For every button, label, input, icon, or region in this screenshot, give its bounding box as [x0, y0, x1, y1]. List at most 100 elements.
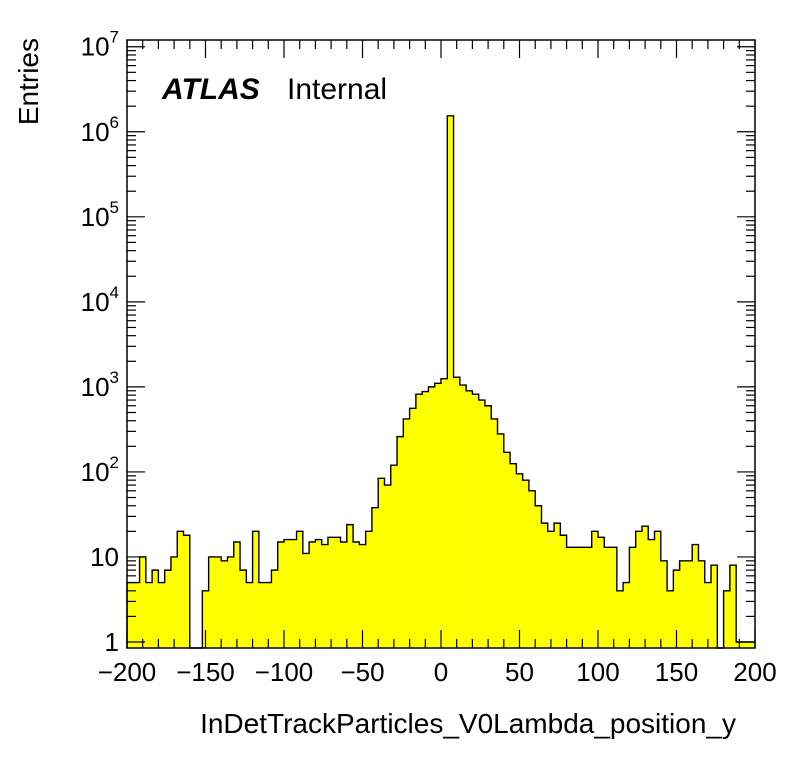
histogram-bar — [484, 405, 492, 648]
x-tick-label: 50 — [505, 657, 534, 687]
histogram-bar — [585, 547, 593, 648]
histogram-bar — [560, 535, 567, 648]
histogram-bar — [604, 547, 611, 648]
x-tick-label: 0 — [434, 657, 448, 687]
histogram-bar — [277, 541, 285, 648]
y-tick-label: 106 — [81, 113, 119, 147]
histogram-bar — [641, 526, 649, 648]
y-axis-title: Entries — [13, 38, 44, 125]
histogram-bar — [510, 463, 517, 648]
histogram-bar — [334, 537, 341, 648]
histogram-bar — [214, 556, 222, 648]
y-tick-label: 103 — [81, 368, 119, 402]
histogram-bar — [660, 560, 668, 648]
y-tick-label: 1 — [105, 627, 119, 657]
histogram-bar — [152, 570, 159, 648]
histogram-bar — [610, 547, 618, 648]
x-tick-label: 200 — [733, 657, 776, 687]
histogram-bar — [466, 390, 473, 648]
histogram-bar — [547, 531, 555, 648]
histogram-bar — [183, 535, 191, 648]
histogram-bar — [346, 524, 354, 648]
histogram-bar — [673, 570, 680, 648]
y-tick-label: 10 — [90, 542, 119, 572]
histogram-bar — [302, 553, 310, 648]
histogram-bar — [541, 523, 549, 648]
histogram-bar — [170, 556, 178, 648]
histogram-bar — [202, 590, 209, 648]
histogram-bar — [409, 408, 417, 648]
histogram-bar — [528, 490, 536, 648]
histogram-bar — [654, 531, 662, 648]
histogram-bar — [648, 539, 655, 648]
histogram-bar — [729, 565, 737, 648]
histogram-bar — [516, 473, 523, 648]
histogram-bar — [240, 570, 247, 648]
histogram-bar — [252, 531, 260, 648]
histogram-bar — [478, 400, 486, 648]
histogram-bar — [271, 570, 279, 648]
histogram-bar — [629, 547, 636, 648]
x-tick-label: −150 — [176, 657, 235, 687]
histogram-bar — [566, 547, 574, 648]
histogram-bar — [321, 544, 329, 648]
x-tick-label: −100 — [255, 657, 314, 687]
histogram-bar — [623, 582, 630, 648]
histogram-bar — [692, 544, 699, 648]
histogram-bar — [635, 531, 643, 648]
histogram-bar — [265, 582, 272, 648]
histogram-bar — [246, 582, 253, 648]
histogram-bar — [145, 582, 153, 648]
histogram-bar — [296, 531, 304, 648]
histogram-bar — [447, 115, 454, 648]
histogram-bar — [353, 541, 360, 648]
histogram-bar — [434, 383, 442, 648]
histogram-bar — [428, 386, 436, 648]
atlas-label: ATLAS — [161, 73, 260, 106]
histogram-bar — [359, 544, 366, 648]
histogram-bar — [497, 433, 505, 648]
histogram-bar — [139, 556, 147, 648]
histogram-bar — [371, 507, 379, 648]
histogram-bar — [711, 565, 718, 648]
histogram-bar — [667, 590, 674, 648]
x-axis-title: InDetTrackParticles_V0Lambda_position_y — [200, 708, 736, 739]
y-tick-label: 102 — [81, 453, 119, 487]
histogram-bar — [233, 541, 241, 648]
histogram-bar — [133, 582, 140, 648]
histogram-bar — [158, 582, 165, 648]
internal-label: Internal — [287, 73, 387, 106]
histogram-bar — [221, 560, 228, 648]
histogram-bar — [340, 541, 348, 648]
histogram-bar — [698, 560, 706, 648]
histogram-bar — [290, 539, 297, 648]
histogram-bar — [742, 642, 750, 648]
histogram-bar — [704, 582, 712, 648]
histogram-bar — [284, 539, 291, 648]
histogram-bar — [384, 485, 392, 648]
histogram-bar — [315, 539, 322, 648]
histogram-bars — [127, 115, 756, 648]
histogram-bar — [685, 560, 693, 648]
histogram-bar — [422, 391, 429, 648]
histogram-bar — [390, 465, 398, 648]
x-tick-label: 100 — [576, 657, 619, 687]
histogram-bar — [598, 537, 605, 648]
histogram-bar — [572, 547, 580, 648]
histogram-bar — [177, 531, 184, 648]
histogram-bar — [616, 590, 624, 648]
histogram-bar — [378, 478, 385, 648]
histogram-bar — [503, 452, 511, 648]
histogram-bar — [309, 541, 316, 648]
histogram-bar — [679, 560, 687, 648]
histogram-bar — [748, 642, 756, 648]
histogram-bar — [127, 582, 134, 648]
x-tick-label: −200 — [98, 657, 157, 687]
histogram-bar — [208, 556, 216, 648]
histogram-bar — [459, 385, 467, 648]
histogram-bar — [164, 570, 172, 648]
histogram-bar — [397, 436, 404, 648]
histogram-bar — [591, 531, 599, 648]
x-tick-label: 150 — [655, 657, 698, 687]
